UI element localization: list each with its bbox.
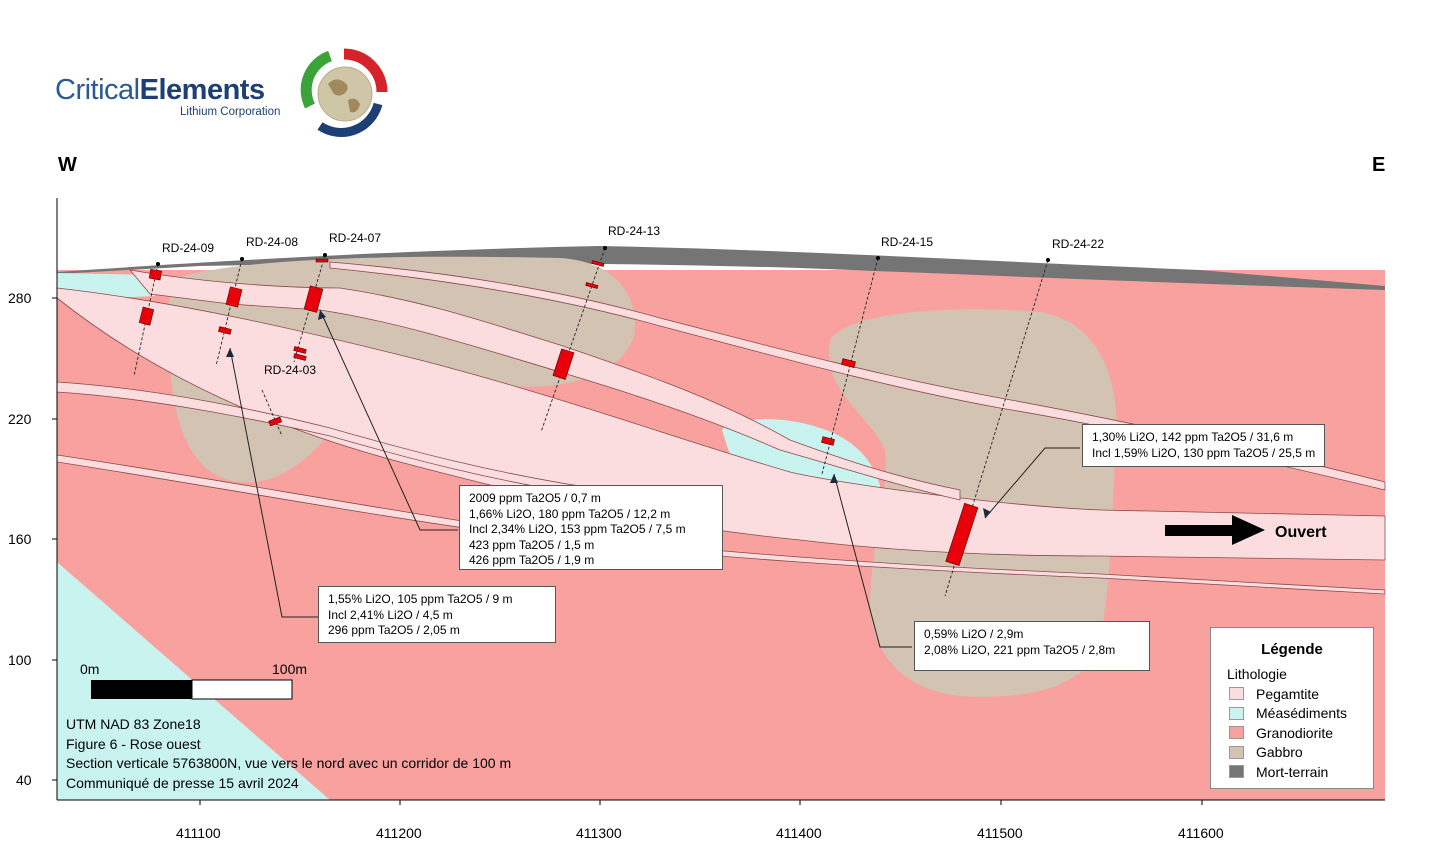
legend-item-pegmatite: Pegamtite <box>1229 684 1373 704</box>
legend-swatch <box>1229 726 1244 740</box>
legend-swatch <box>1229 706 1244 720</box>
legend-item-granodiorite: Granodiorite <box>1229 723 1373 743</box>
note-line: UTM NAD 83 Zone18 <box>66 716 201 732</box>
callout-line: 0,59% Li2O / 2,9m <box>924 627 1024 641</box>
scale-end-label: 100m <box>272 661 308 677</box>
legend: Légende Lithologie Pegamtite Méasédiment… <box>1210 627 1374 789</box>
callout-line: Incl 1,59% Li2O, 130 ppm Ta2O5 / 25,5 m <box>1092 445 1316 460</box>
x-tick-label: 411400 <box>776 825 822 841</box>
overburden-unit <box>57 246 1385 290</box>
east-label: E <box>1372 154 1386 176</box>
open-arrow <box>1165 515 1265 545</box>
hole-label-rd-24-08: RD-24-08 <box>246 235 298 249</box>
legend-item-gabbro: Gabbro <box>1229 743 1373 763</box>
logo-wordmark: CriticalElements <box>55 74 265 106</box>
hole-label-rd-24-09: RD-24-09 <box>162 241 214 255</box>
mineralized-intercepts <box>138 258 979 567</box>
hole-label-rd-24-22: RD-24-22 <box>1052 237 1104 251</box>
note-line: Section verticale 5763800N, vue vers le … <box>66 755 512 771</box>
drillhole-collars <box>156 246 1050 266</box>
pegmatite-lower-dyke <box>56 454 1386 595</box>
legend-swatch <box>1229 745 1244 759</box>
callout-line: Incl 2,41% Li2O / 4,5 m <box>328 607 453 622</box>
hole-label-rd-24-13: RD-24-13 <box>608 224 660 238</box>
callout-leaders <box>229 309 1080 648</box>
callout-rd-24-15: 0,59% Li2O / 2,9m 2,08% Li2O, 221 ppm Ta… <box>914 621 1150 671</box>
y-tick-label: 100 <box>8 652 32 668</box>
x-tick-label: 411300 <box>576 825 622 841</box>
legend-label: Pegamtite <box>1256 685 1320 702</box>
note-line: Communiqué de presse 15 avril 2024 <box>66 774 299 791</box>
legend-item-overburden: Mort-terrain <box>1229 762 1373 782</box>
legend-label: Granodiorite <box>1256 724 1334 741</box>
callout-rd-24-07: 2009 ppm Ta2O5 / 0,7 m 1,66% Li2O, 180 p… <box>459 485 723 570</box>
y-tick-label: 160 <box>8 531 32 547</box>
callout-line: 2,08% Li2O, 221 ppm Ta2O5 / 2,8m <box>924 642 1116 657</box>
hole-label-rd-24-15: RD-24-15 <box>881 235 933 249</box>
callout-line: 426 ppm Ta2O5 / 1,9 m <box>469 553 595 567</box>
figure-notes: UTM NAD 83 Zone18 Figure 6 - Rose ouest … <box>66 715 511 793</box>
y-tick-label: 40 <box>16 772 32 788</box>
callout-rd-24-08: 1,55% Li2O, 105 ppm Ta2O5 / 9 m Incl 2,4… <box>318 586 556 643</box>
legend-label: Mort-terrain <box>1256 763 1329 780</box>
x-tick-label: 411100 <box>176 825 221 841</box>
x-tick-label: 411200 <box>376 825 422 841</box>
callout-arrowheads <box>226 310 991 518</box>
hole-label-rd-24-03: RD-24-03 <box>264 363 316 377</box>
scale-start-label: 0m <box>80 661 100 677</box>
pegmatite-main-dyke <box>56 287 1386 561</box>
company-logo: CriticalElements Lithium Corporation <box>55 48 395 138</box>
callout-line: 1,30% Li2O, 142 ppm Ta2O5 / 31,6 m <box>1092 430 1294 444</box>
hole-label-rd-24-07: RD-24-07 <box>329 231 381 245</box>
logo-subtitle: Lithium Corporation <box>180 106 281 118</box>
legend-label: Méasédiments <box>1256 705 1348 722</box>
legend-swatch <box>1229 765 1244 779</box>
y-tick-label: 220 <box>8 411 32 427</box>
legend-subtitle: Lithologie <box>1227 666 1287 682</box>
callout-rd-24-22: 1,30% Li2O, 142 ppm Ta2O5 / 31,6 m Incl … <box>1082 424 1326 467</box>
callout-line: 1,66% Li2O, 180 ppm Ta2O5 / 12,2 m <box>469 506 671 521</box>
callout-line: 2009 ppm Ta2O5 / 0,7 m <box>469 491 601 505</box>
globe-logo-icon <box>300 48 388 137</box>
legend-swatch <box>1229 687 1244 701</box>
callout-line: Incl 2,34% Li2O, 153 ppm Ta2O5 / 7,5 m <box>469 522 686 536</box>
y-tick-label: 280 <box>8 290 32 306</box>
scale-bar <box>91 679 293 700</box>
legend-label: Gabbro <box>1256 744 1303 761</box>
legend-item-metasediment: Méasédiments <box>1229 704 1373 724</box>
west-label: W <box>58 154 77 176</box>
pegmatite-east-dyke <box>329 261 1386 491</box>
note-line: Figure 6 - Rose ouest <box>66 735 201 752</box>
legend-title: Légende <box>1261 641 1323 658</box>
callout-line: 296 ppm Ta2O5 / 2,05 m <box>328 623 460 637</box>
axes <box>52 198 1385 805</box>
callout-line: 423 ppm Ta2O5 / 1,5 m <box>469 537 595 552</box>
x-tick-label: 411500 <box>977 825 1023 841</box>
x-tick-label: 411600 <box>1178 825 1224 841</box>
callout-line: 1,55% Li2O, 105 ppm Ta2O5 / 9 m <box>328 592 513 606</box>
open-label: Ouvert <box>1275 524 1327 541</box>
